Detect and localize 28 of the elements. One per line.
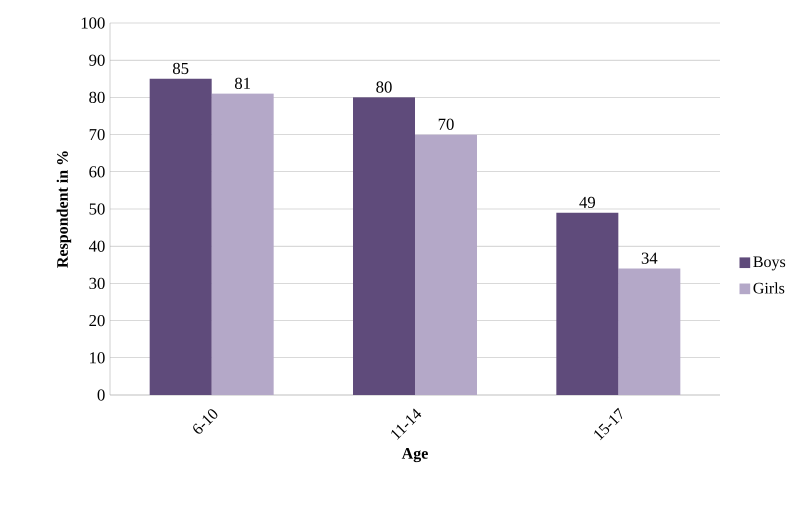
legend-label: Boys	[753, 256, 786, 270]
data-label: 85	[172, 62, 188, 74]
data-label: 70	[438, 118, 454, 130]
data-label: 80	[376, 81, 392, 93]
bar	[556, 212, 618, 395]
bar	[150, 78, 212, 395]
y-tick-label: 0	[98, 389, 105, 401]
data-label: 34	[642, 252, 658, 264]
x-tick-label: 6-10	[193, 409, 218, 434]
y-tick-label: 70	[90, 128, 105, 140]
y-tick-label: 40	[88, 240, 105, 252]
y-axis-title: Respondent in %	[56, 151, 72, 268]
y-tick-label: 90	[89, 54, 105, 66]
bar	[415, 134, 478, 395]
bar	[212, 94, 274, 395]
y-tick-label: 10	[90, 352, 105, 364]
x-axis-title: Age	[402, 448, 428, 462]
bar	[353, 97, 416, 395]
bar	[618, 268, 680, 395]
data-label: 81	[234, 78, 250, 89]
y-tick-label: 50	[90, 203, 105, 215]
y-tick-label: 100	[82, 17, 105, 29]
legend-label: Girls	[753, 282, 784, 294]
y-tick-label: 60	[89, 166, 105, 178]
y-tick-label: 30	[89, 278, 105, 290]
y-tick-label: 80	[89, 92, 105, 104]
data-label: 49	[579, 196, 595, 208]
y-tick-label: 20	[89, 314, 105, 326]
